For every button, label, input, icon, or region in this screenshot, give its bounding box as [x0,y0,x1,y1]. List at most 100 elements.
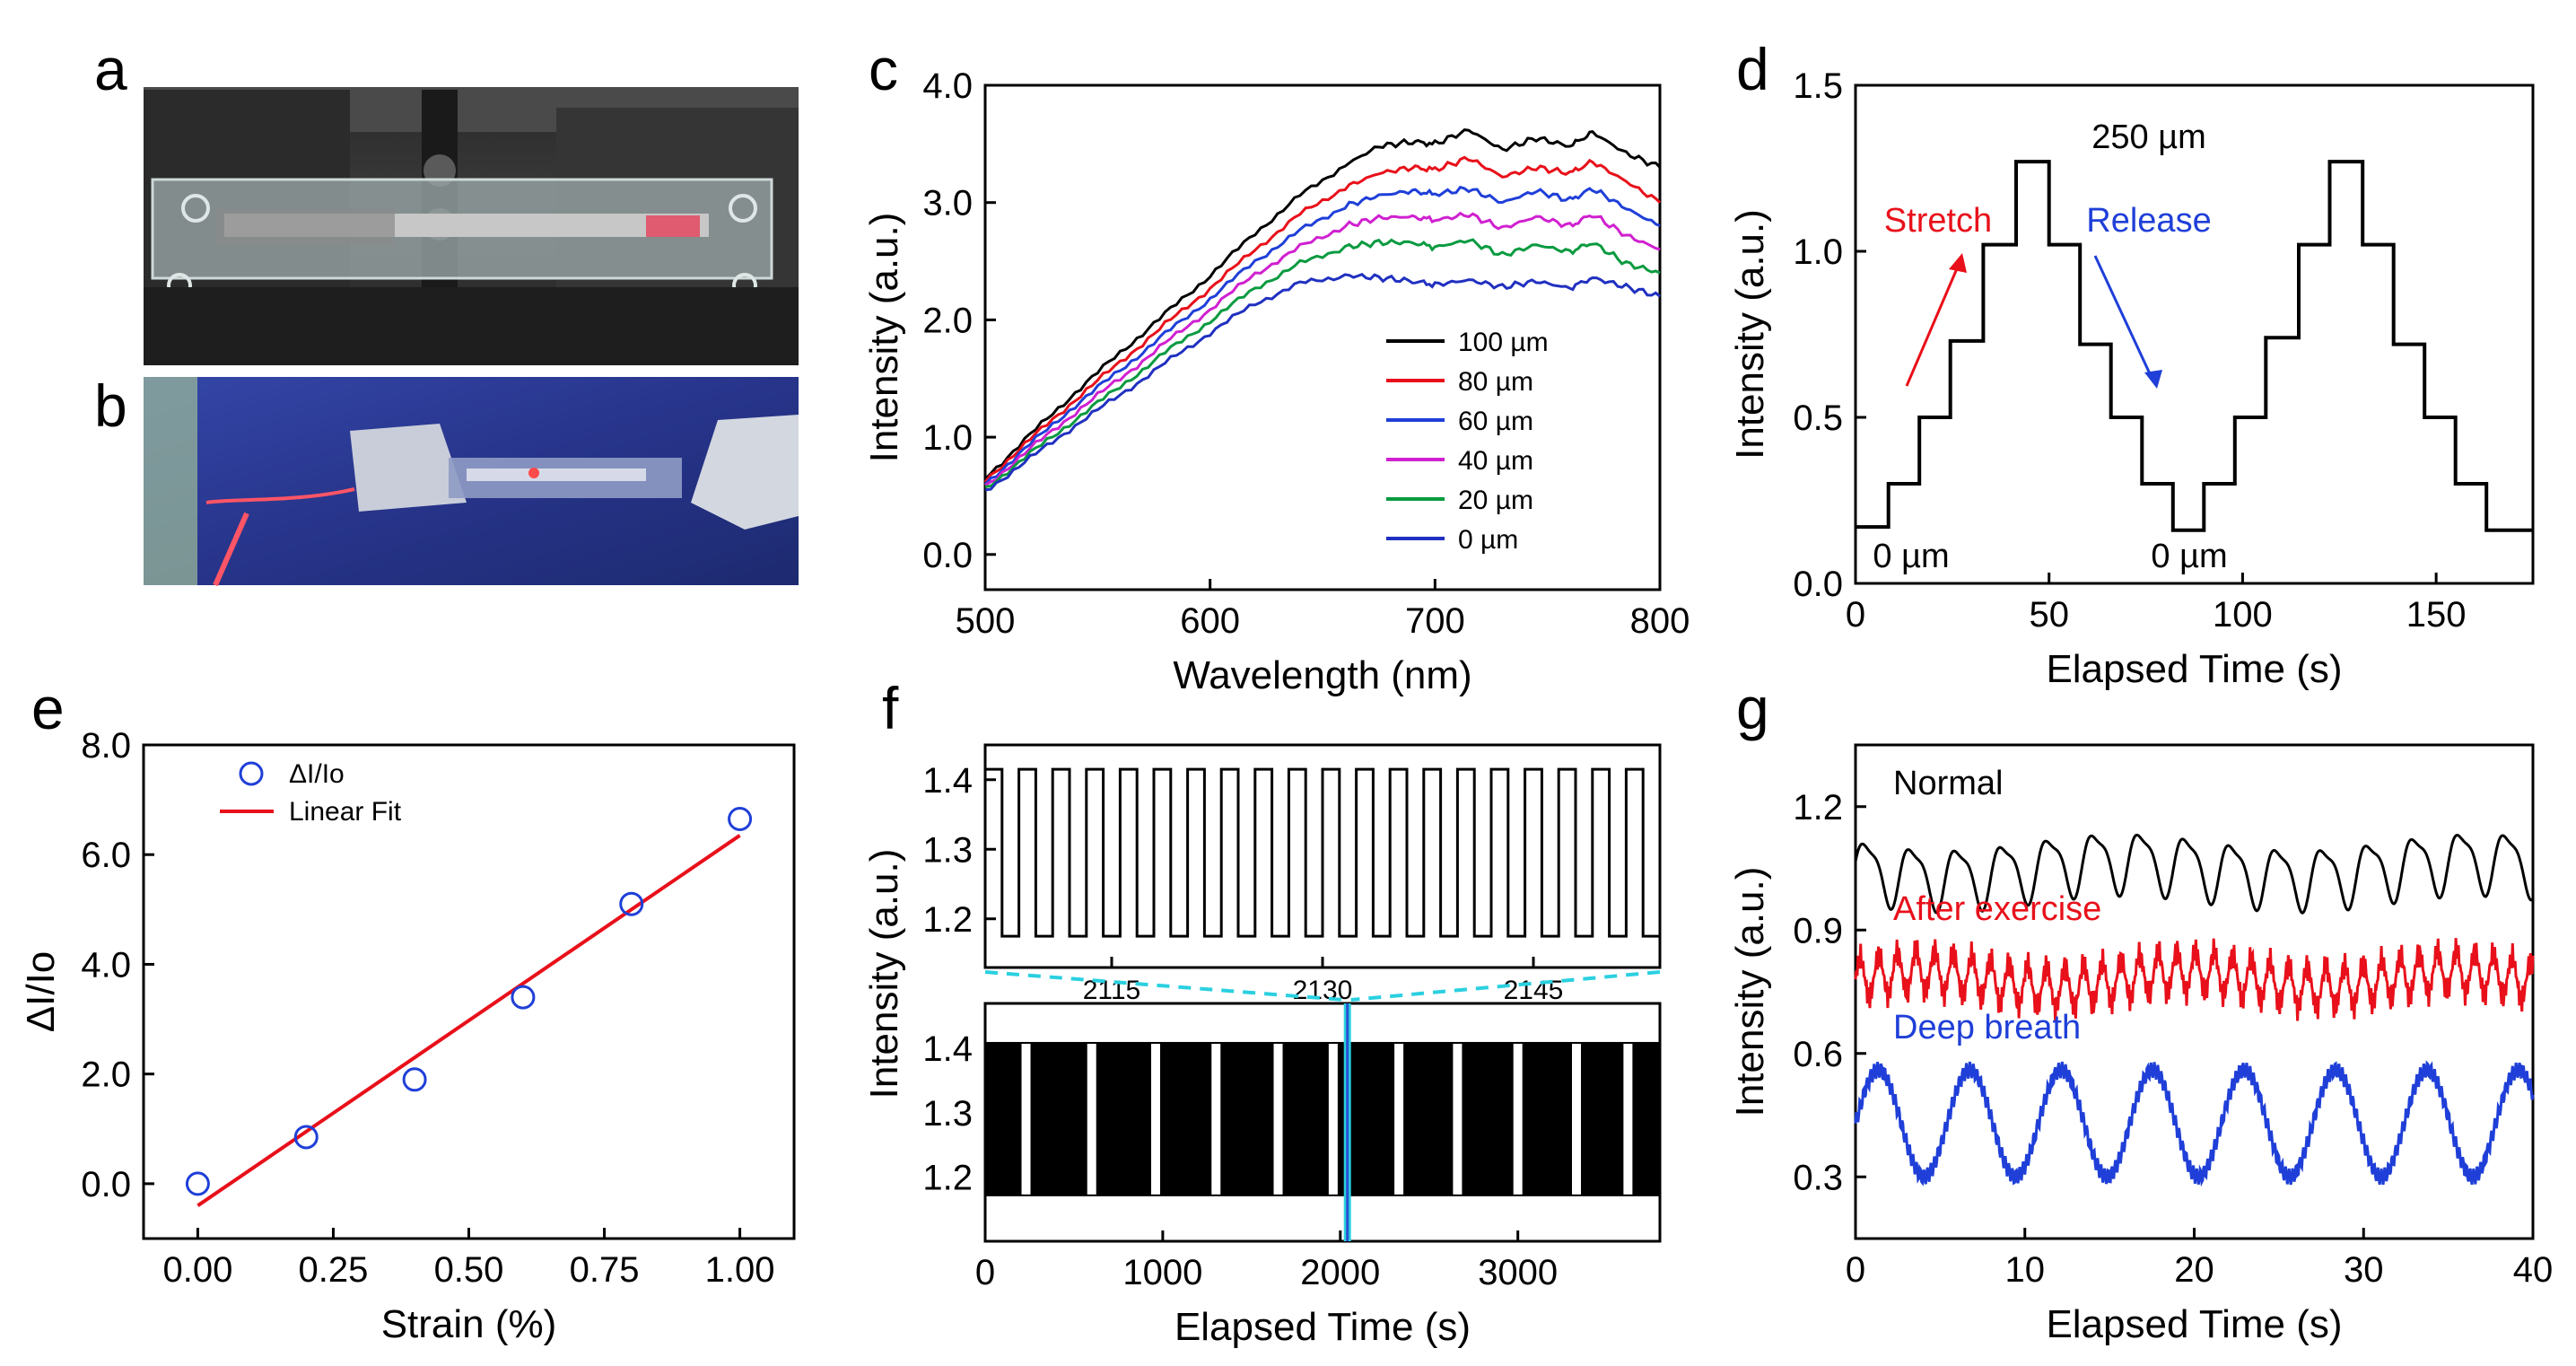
plot-frame [1854,743,2535,1240]
x-tick-label: 0.75 [570,1250,640,1290]
y-tick-label: 0.0 [1793,565,1843,604]
y-tick-label: 1.4 [922,761,973,801]
y-tick-label: 0.6 [1793,1035,1843,1074]
y-axis-label: ΔI/Io [19,951,63,1033]
data-point [511,985,536,1010]
series-label: Normal [1893,765,2003,802]
y-tick-label: 2.0 [922,301,973,340]
x-axis-label: Elapsed Time (s) [1174,1305,1471,1349]
series-line [984,272,1661,492]
signal-gap [1623,1043,1633,1195]
x-tick-label: 0 [975,1253,995,1292]
signal-gap [1571,1043,1581,1195]
annotation-0um-right: 0 µm [2151,538,2227,575]
y-tick-label: 0.9 [1793,911,1843,950]
y-tick-label: 1.3 [922,1094,973,1134]
x-tick-label: 150 [2406,595,2467,635]
y-tick-label: 1.5 [1793,66,1843,106]
top-square-wave [985,767,1662,938]
data-point [728,807,753,831]
x-tick-label: 700 [1405,601,1465,641]
data-point [185,1171,210,1196]
legend-label: 0 µm [1458,525,1518,555]
signal-gap [1328,1043,1338,1195]
x-tick-label: 0 [1846,595,1865,635]
x-tick-label: 2000 [1300,1253,1380,1292]
x-tick-label: 100 [2213,595,2273,635]
x-tick-label: 0.00 [162,1250,232,1290]
panel-e: 0.00 0.25 0.50 0.75 1.00 0.0 2.0 4.0 6.0 8.0 ΔI/Io… [19,726,796,1346]
y-tick-label: 1.4 [922,1029,973,1069]
y-tick-label: 1.2 [922,1158,973,1197]
y-tick-label: 8.0 [81,726,131,766]
legend-marker [239,761,264,786]
photo-b [144,377,799,587]
signal-gap [1087,1043,1096,1195]
y-tick-label: 0.0 [922,536,973,575]
panel-label-e: e [31,675,65,741]
y-tick-label: 0.3 [1793,1158,1843,1197]
y-tick-label: 1.2 [1793,788,1843,827]
zoom-connector-right [1350,970,1661,1002]
signal-gap [1211,1043,1221,1195]
panel-c: 500 600 700 800 0.0 1.0 2.0 3.0 4.0 100 µm 80 µm 60… [862,66,1690,697]
x-tick-label: 3000 [1478,1253,1558,1292]
panel-label-b: b [94,372,127,439]
panel-label-a: a [94,36,127,102]
series-line [983,128,1662,480]
y-tick-label: 1.0 [922,418,973,458]
panel-label-f: f [882,675,899,741]
y-tick-label: 1.0 [1793,232,1843,272]
x-axis-label: Elapsed Time (s) [2046,1302,2342,1346]
signal-gap [1021,1043,1031,1195]
y-tick-label: 6.0 [81,836,131,875]
panel-g: 0 10 20 30 40 0.3 0.6 0.9 1.2 Normal After exercis… [1728,743,2553,1346]
plot-frame [142,743,796,1240]
y-tick-label: 2.0 [81,1055,131,1095]
y-tick-label: 4.0 [922,66,973,106]
release-arrowhead [2144,370,2162,389]
x-tick-label: 0 [1846,1250,1865,1290]
annotation-stretch: Stretch [1884,202,1992,240]
legend-label: 40 µm [1458,446,1533,476]
x-axis-label: Elapsed Time (s) [2046,647,2342,691]
fit-line [196,834,741,1207]
series-line [983,185,1661,486]
panel-f: 1.2 1.3 1.4 2115 2130 2145 0 1000 2000 3000 1.2 1.3… [862,743,1662,1349]
series-line [983,155,1662,484]
legend-label: ΔI/Io [289,759,345,789]
x-tick-label: 20 [2174,1250,2214,1290]
x-tick-label: 30 [2344,1250,2384,1290]
annotation-0um-left: 0 µm [1873,538,1949,575]
signal-gap [1150,1043,1160,1195]
panel-label-d: d [1736,36,1769,102]
series-line [1854,1060,2535,1187]
y-tick-label: 0.5 [1793,398,1843,438]
y-tick-label: 1.2 [922,900,973,940]
signal-gap [1453,1043,1463,1195]
x-tick-label: 50 [2029,595,2069,635]
series-label: After exercise [1893,890,2101,928]
data-point [619,891,644,916]
stretch-arrowhead [1949,253,1967,273]
panel-d: 0 50 100 150 0.0 0.5 1.0 1.5 250 µm Stretch Releas… [1728,66,2535,691]
panel-label-c: c [869,36,898,102]
release-arrow [2093,255,2155,382]
top-x-tick-label: 2145 [1504,976,1564,1005]
top-x-tick-label: 2115 [1083,976,1141,1005]
series-label: Deep breath [1893,1009,2081,1046]
legend-label: 60 µm [1458,407,1533,436]
signal-gap [1513,1043,1523,1195]
legend-label: 100 µm [1458,328,1549,357]
top-x-tick-label: 2130 [1293,976,1353,1005]
legend-label: 80 µm [1458,367,1533,397]
series-line [984,211,1661,486]
y-axis-label: Intensity (a.u.) [862,213,906,463]
data-point [402,1067,427,1092]
plot-frame [983,83,1662,591]
y-tick-label: 1.3 [922,830,973,870]
x-tick-label: 0.25 [299,1250,369,1290]
y-axis-label: Intensity (a.u.) [1728,867,1772,1117]
series-line [1854,833,2535,915]
